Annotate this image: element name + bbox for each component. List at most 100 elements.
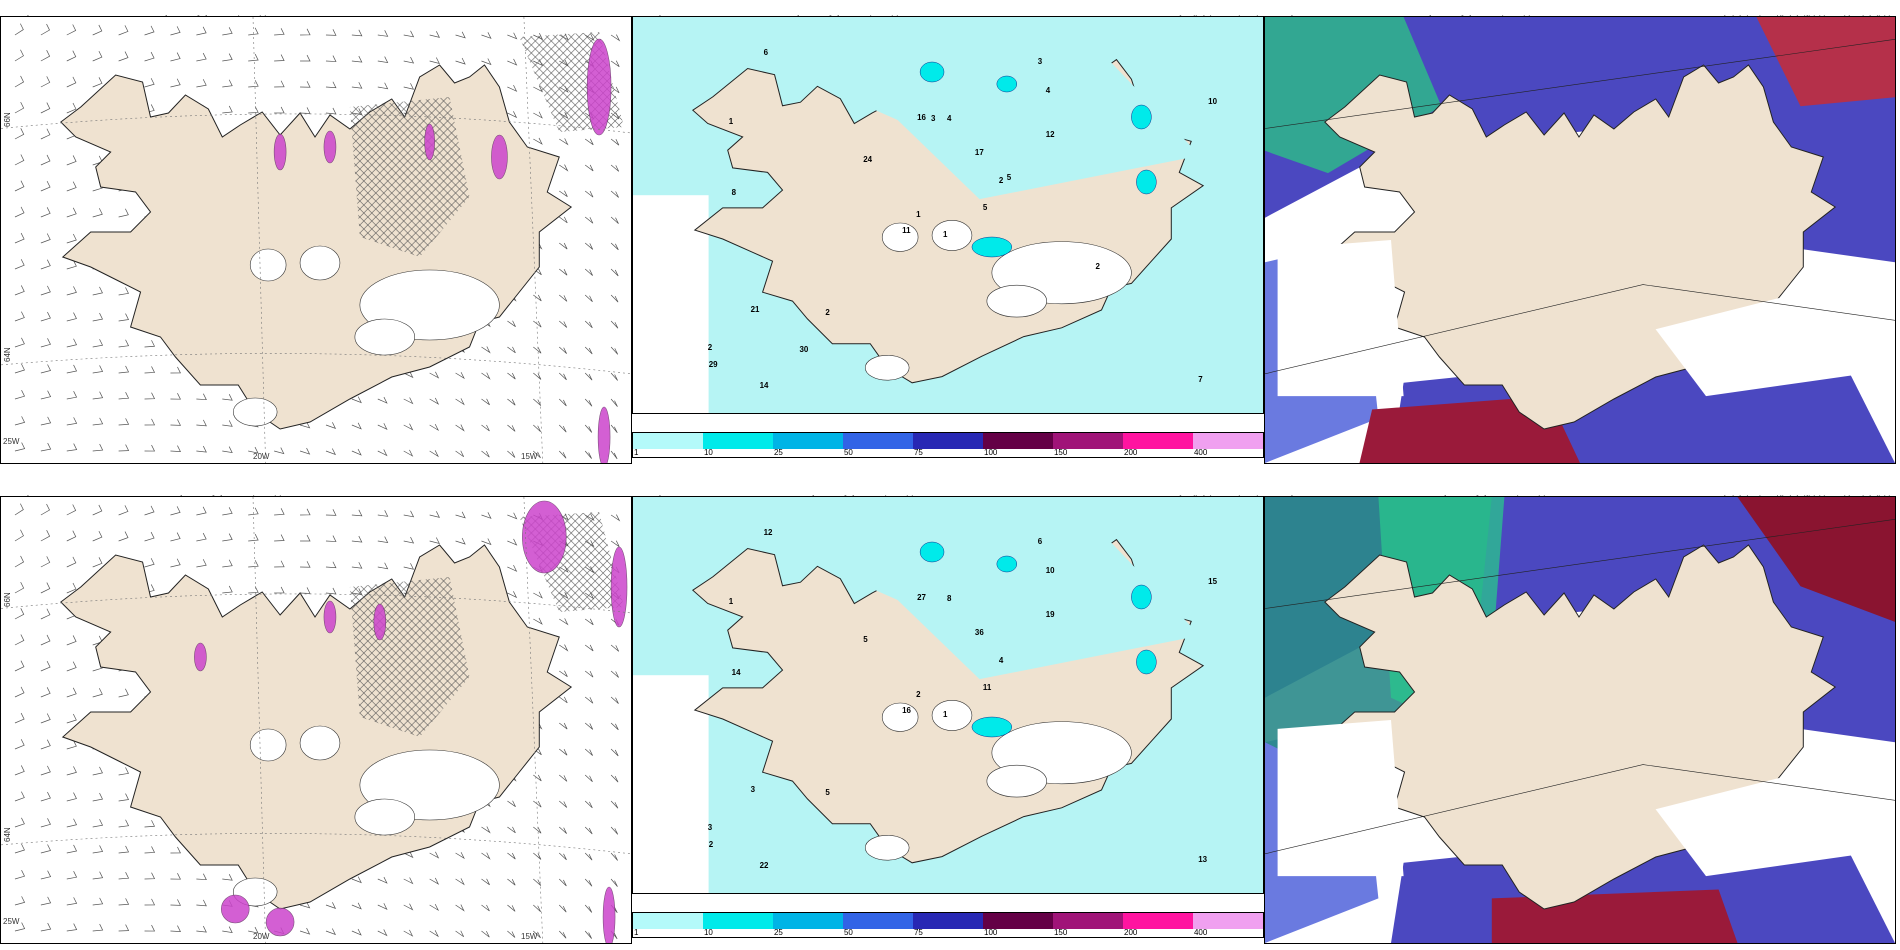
wind-barb — [14, 712, 25, 724]
wind-barb — [610, 320, 619, 329]
wind-barb — [170, 52, 181, 62]
wind-barb — [66, 102, 77, 114]
colorbar-tick-label: 10 — [703, 928, 713, 937]
wind-barb — [533, 852, 542, 860]
wind-barb — [584, 878, 593, 887]
wind-barb — [66, 207, 77, 218]
wind-barb — [455, 511, 466, 519]
wind-barb — [584, 294, 593, 302]
precip-cell — [1131, 584, 1152, 610]
wind-barb — [248, 507, 259, 516]
precip-value-label: 2 — [709, 840, 714, 849]
wind-barb — [40, 922, 52, 932]
wind-barb — [325, 928, 337, 936]
wind-barb — [118, 339, 130, 348]
precip-value-label: 16 — [917, 113, 926, 122]
wind-barb — [274, 534, 285, 542]
wind-barb — [248, 533, 259, 542]
colorbar-swatch — [912, 433, 984, 449]
precip-value-label: 17 — [975, 148, 984, 157]
precip-value-label: 2 — [999, 176, 1004, 185]
wind-barb — [325, 561, 337, 569]
wind-barb — [584, 242, 594, 250]
precip-colorbar: 1 10 25 50 75 100 150 200 400 — [632, 432, 1264, 458]
wind-barb — [144, 78, 155, 88]
wind-barb — [351, 535, 363, 543]
lon-label-20w: 20W — [253, 932, 270, 941]
wind-barb — [92, 530, 103, 542]
wind-barb — [248, 53, 259, 62]
wind-barb — [351, 55, 363, 63]
wind-barb — [196, 899, 207, 907]
mid-cloud — [1737, 497, 1895, 622]
wind-barb — [144, 924, 156, 932]
precip-value-label: 1 — [729, 117, 734, 126]
wind-barb — [610, 722, 619, 731]
gust-contour — [265, 907, 295, 937]
precip-value-label: 5 — [863, 635, 868, 644]
gust-contour — [221, 894, 250, 924]
wind-barb — [92, 504, 103, 516]
wind-barb — [584, 320, 593, 329]
wind-barb — [222, 874, 233, 881]
wind-barb — [584, 618, 594, 626]
wind-barb — [300, 81, 311, 88]
wind-barb — [222, 446, 233, 454]
precip-value-label: 16 — [902, 706, 911, 715]
wind-barb — [429, 450, 439, 458]
wind-barb — [170, 846, 181, 854]
wind-barb — [300, 534, 311, 542]
colorbar-swatch — [772, 433, 844, 449]
wind-barb — [299, 927, 311, 935]
wind-barb — [248, 586, 259, 594]
wind-barb — [40, 503, 50, 516]
wind-barb — [92, 923, 104, 932]
wind-barb — [40, 233, 51, 244]
precip-panel-1: UWC/IG-IS IT: 10.02.2026 12Z VT: Fim. 12… — [632, 12, 1264, 462]
wind-barb — [325, 535, 337, 542]
wind-barb — [610, 346, 619, 355]
wind-barb — [118, 444, 130, 452]
wind-barb — [66, 923, 78, 932]
wind-barb — [299, 901, 311, 909]
wind-barb — [403, 510, 415, 518]
wind-barb — [481, 372, 491, 380]
boundary-line — [1265, 519, 1895, 855]
wind-barb — [196, 79, 207, 88]
clear-sky — [1655, 764, 1864, 877]
wind-barb — [558, 372, 567, 381]
colorbar-swatch — [1123, 433, 1194, 449]
wind-barb — [118, 688, 129, 698]
precip-value-label: 2 — [1096, 262, 1101, 271]
wind-barb — [559, 190, 568, 197]
wind-barb — [14, 922, 26, 932]
wind-barb — [351, 448, 362, 456]
precip-cell — [919, 61, 945, 83]
colorbar-tick-label: 100 — [984, 928, 998, 937]
wind-barb — [403, 423, 414, 431]
wind-barb — [196, 559, 207, 568]
wind-barb — [507, 58, 518, 66]
glacier — [986, 284, 1047, 318]
wind-barb — [92, 286, 103, 296]
wind-barb — [170, 419, 181, 426]
colorbar-tick-label: 150 — [1053, 448, 1068, 457]
colorbar-swatch — [633, 913, 704, 929]
wind-barb — [610, 826, 619, 835]
gust-contour — [522, 500, 567, 574]
wind-barb — [40, 23, 50, 36]
wind-barb — [559, 774, 568, 782]
wind-barb — [66, 766, 77, 776]
wind-barb — [351, 902, 362, 910]
latitude-line — [1, 593, 631, 614]
wind-barb — [403, 83, 415, 90]
precip-value-label: 14 — [760, 381, 769, 390]
wind-barb — [351, 562, 363, 569]
glacier — [299, 245, 341, 281]
wind-barb — [610, 294, 619, 303]
gust-contour — [586, 38, 612, 136]
wind-barb — [558, 852, 567, 861]
precip-value-label: 1 — [916, 210, 921, 219]
wind-barb — [92, 897, 104, 906]
colorbar-swatch — [912, 913, 984, 929]
